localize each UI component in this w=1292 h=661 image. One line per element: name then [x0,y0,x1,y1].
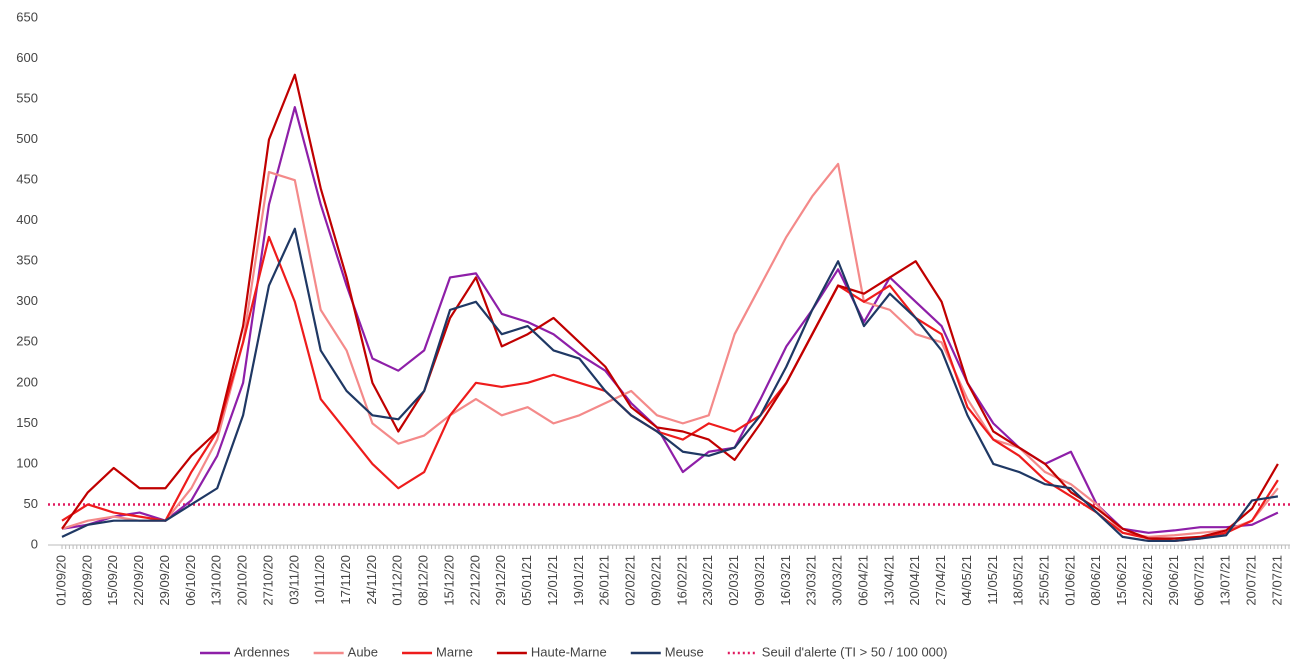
x-tick-label: 29/06/21 [1166,555,1181,606]
x-tick-label: 03/11/20 [286,555,301,605]
x-tick-label: 20/04/21 [907,555,922,606]
y-tick-label: 350 [16,253,38,268]
x-tick-label: 20/07/21 [1243,555,1258,606]
series-line [61,162,1279,538]
y-tick-label: 650 [16,9,38,24]
x-tick-label: 05/01/21 [519,555,534,606]
y-tick-label: 500 [16,131,38,146]
legend-label: Marne [436,644,473,659]
legend-label: Ardennes [234,644,290,659]
x-tick-label: 22/09/20 [131,555,146,606]
legend-label: Haute-Marne [531,644,607,659]
x-tick-label: 27/07/21 [1269,555,1284,606]
x-tick-label: 08/09/20 [79,555,94,606]
x-tick-label: 01/12/20 [390,555,405,606]
x-tick-label: 15/12/20 [441,555,456,606]
series-line [61,227,1279,543]
x-tick-label: 11/05/21 [985,555,1000,605]
y-tick-label: 200 [16,374,38,389]
x-tick-label: 15/09/20 [105,555,120,606]
x-tick-label: 08/06/21 [1088,555,1103,606]
legend-label: Seuil d'alerte (TI > 50 / 100 000) [762,644,948,659]
x-tick-label: 06/04/21 [855,555,870,606]
x-tick-label: 20/10/20 [235,555,250,606]
legend-label: Meuse [665,644,704,659]
x-tick-label: 23/03/21 [804,555,819,606]
x-tick-label: 27/10/20 [260,555,275,606]
x-tick-label: 17/11/20 [338,555,353,605]
x-tick-label: 18/05/21 [1011,555,1026,606]
y-tick-label: 600 [16,50,38,65]
y-tick-label: 150 [16,415,38,430]
x-tick-label: 16/03/21 [778,555,793,606]
x-tick-label: 22/06/21 [1140,555,1155,606]
y-tick-label: 250 [16,334,38,349]
x-tick-label: 13/10/20 [209,555,224,606]
x-tick-label: 30/03/21 [830,555,845,606]
x-tick-label: 01/09/20 [53,555,68,606]
x-tick-label: 02/03/21 [726,555,741,606]
x-tick-label: 24/11/20 [364,555,379,605]
x-tick-label: 13/07/21 [1218,555,1233,606]
series-line [61,106,1279,534]
x-tick-label: 16/02/21 [674,555,689,606]
y-tick-label: 400 [16,212,38,227]
x-tick-label: 27/04/21 [933,555,948,606]
x-tick-label: 29/09/20 [157,555,172,606]
x-tick-label: 25/05/21 [1036,555,1051,606]
x-tick-label: 09/03/21 [752,555,767,606]
x-tick-label: 02/02/21 [623,555,638,606]
series-line [61,73,1279,540]
y-tick-label: 450 [16,172,38,187]
x-tick-label: 23/02/21 [700,555,715,606]
y-tick-label: 550 [16,91,38,106]
x-tick-label: 13/04/21 [881,555,896,606]
series-line [61,235,1279,543]
x-tick-label: 15/06/21 [1114,555,1129,606]
x-tick-label: 01/06/21 [1062,555,1077,606]
y-tick-label: 100 [16,455,38,470]
x-tick-label: 22/12/20 [467,555,482,606]
legend-label: Aube [348,644,378,659]
y-tick-label: 300 [16,293,38,308]
x-tick-label: 12/01/21 [545,555,560,606]
x-tick-label: 26/01/21 [597,555,612,606]
y-tick-label: 0 [31,536,38,551]
x-tick-label: 06/10/20 [183,555,198,606]
x-tick-label: 19/01/21 [571,555,586,606]
x-tick-label: 29/12/20 [493,555,508,606]
x-tick-label: 06/07/21 [1192,555,1207,606]
x-tick-label: 10/11/20 [312,555,327,605]
x-tick-label: 09/02/21 [648,555,663,606]
x-tick-label: 08/12/20 [416,555,431,606]
y-tick-label: 50 [24,496,38,511]
x-tick-label: 04/05/21 [959,555,974,606]
